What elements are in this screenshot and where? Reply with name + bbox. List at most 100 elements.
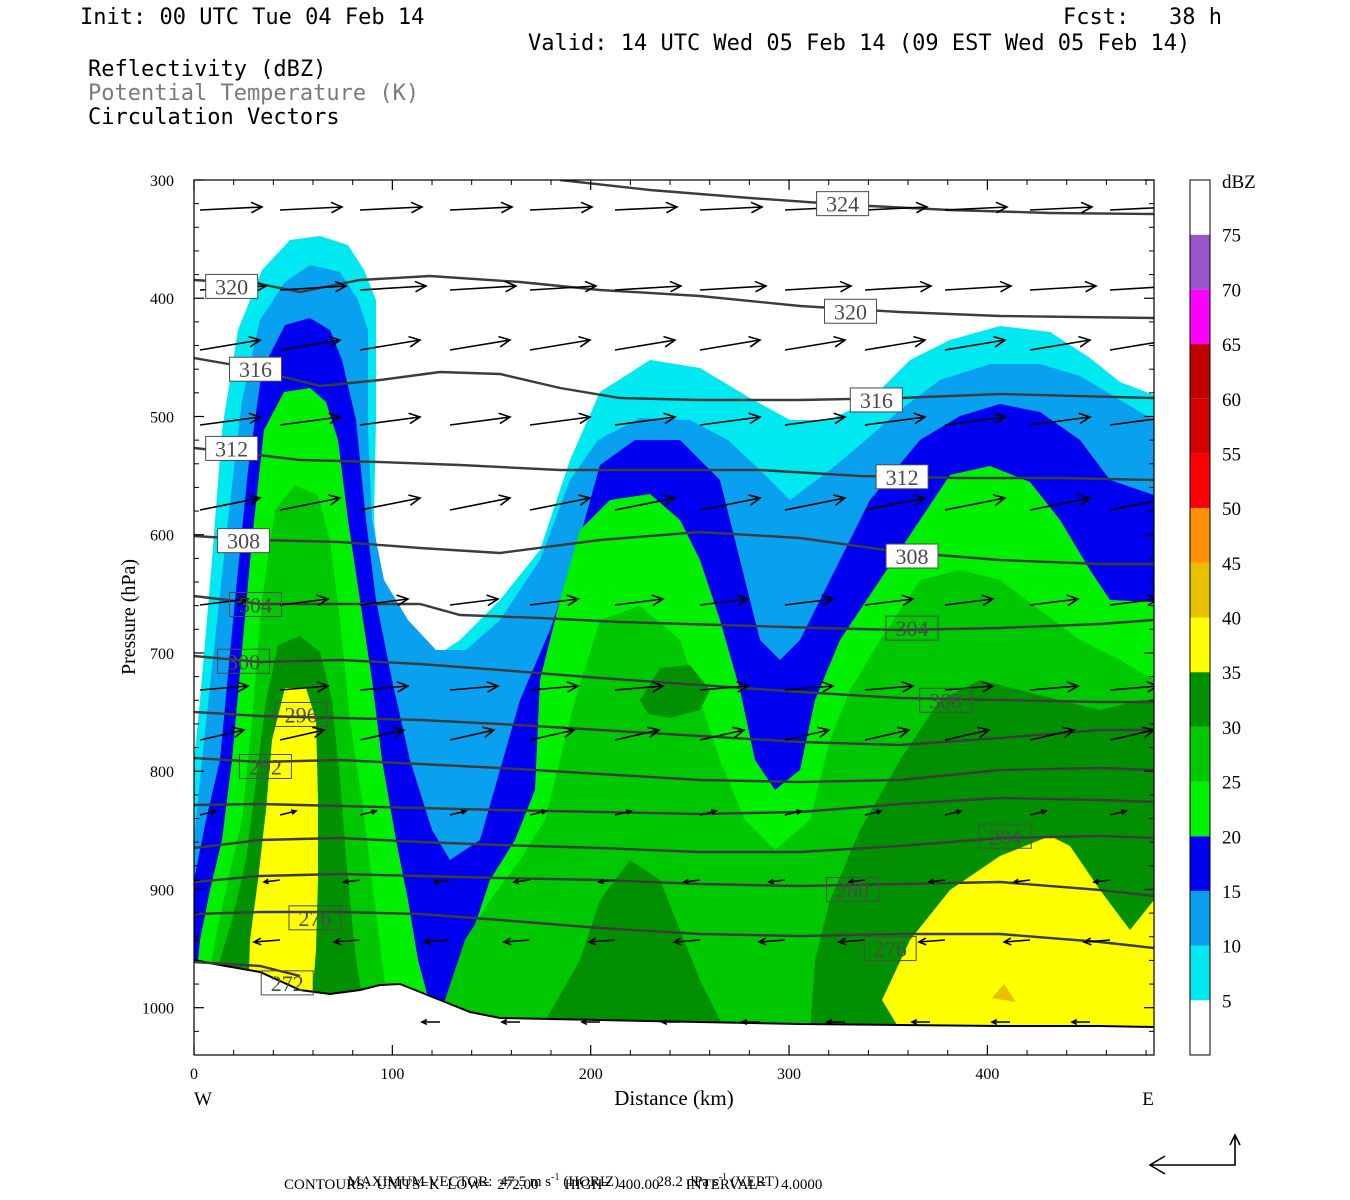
x-tick-label: 100	[380, 1066, 404, 1083]
wind-vector	[1002, 937, 1031, 946]
theta-label-box	[885, 543, 939, 569]
theta-label: 276	[288, 905, 342, 931]
wind-vector	[199, 594, 250, 607]
colorbar-label: 5	[1222, 991, 1232, 1012]
y-tick-label: 800	[150, 764, 174, 781]
y-axis-label: Pressure (hPa)	[118, 559, 140, 675]
wind-vector	[784, 594, 835, 607]
wind-vector	[1029, 809, 1048, 816]
wind-vector	[672, 937, 701, 946]
y-tick-label: 300	[150, 173, 174, 190]
wind-vector	[944, 412, 1007, 426]
wind-vector	[199, 335, 262, 351]
wind-vector	[420, 1018, 440, 1026]
x-tick-label: 300	[777, 1066, 801, 1083]
theta-label: 312	[205, 435, 259, 461]
theta-label-box	[205, 273, 259, 299]
wind-vector	[449, 594, 500, 607]
contours-info-line: CONTOURS: UNITS=K LOW= 272.00 HIGH= 400.…	[284, 1177, 823, 1193]
theta-label-text: 300	[929, 688, 962, 713]
wind-vector	[1029, 201, 1094, 214]
wind-vector	[1109, 680, 1154, 693]
wind-vector	[944, 494, 1007, 511]
theta-contour-288	[194, 796, 1154, 816]
theta-label-text: 320	[215, 274, 248, 299]
max-vector-vert-value: 28.2 dPa s	[656, 1174, 719, 1190]
colorbar-label: 15	[1222, 882, 1241, 903]
wind-vector	[529, 494, 592, 511]
wind-vector	[529, 594, 580, 607]
y-tick-label: 700	[150, 646, 174, 663]
field-label-reflectivity: Reflectivity (dBZ)	[88, 57, 327, 82]
wind-vector	[614, 280, 683, 293]
wind-vector	[194, 939, 201, 942]
theta-label-text: 308	[227, 529, 260, 554]
wind-vector	[614, 412, 677, 426]
theta-label-text: 292	[249, 754, 282, 779]
theta-label: 272	[260, 970, 314, 996]
colorbar-swatch	[1190, 781, 1210, 837]
wind-vector	[279, 809, 298, 816]
colorbar-swatch	[1190, 398, 1210, 454]
wind-vector	[502, 937, 531, 946]
x-tick-label: 0	[190, 1066, 198, 1083]
colorbar-swatch	[1190, 836, 1210, 891]
colorbar-swatch	[1190, 726, 1210, 782]
wind-vector	[864, 594, 915, 607]
wind-vector	[279, 280, 348, 293]
colorbar-swatch	[1190, 180, 1210, 235]
colorbar-label: 35	[1222, 663, 1241, 684]
wind-vector	[359, 680, 410, 693]
wind-vector	[512, 878, 531, 885]
theta-label: 276	[863, 936, 917, 962]
wind-vector	[614, 680, 665, 693]
colorbar-label: 45	[1222, 554, 1241, 575]
wind-vector	[699, 726, 746, 741]
wind-vector	[1109, 726, 1154, 741]
theta-label-box	[885, 615, 939, 641]
wind-vector	[1029, 680, 1080, 693]
wind-vector	[1109, 418, 1154, 426]
wind-vector	[422, 937, 451, 946]
colorbar-label: 50	[1222, 499, 1241, 520]
wind-vector	[1029, 726, 1076, 741]
plot-frame	[193, 179, 1155, 1056]
theta-label-box	[228, 591, 282, 617]
wind-vector	[529, 680, 580, 693]
reflectivity-30-region-east	[540, 860, 740, 1055]
wind-vector	[767, 878, 786, 885]
wind-vector	[927, 878, 946, 885]
theta-label-box	[228, 356, 282, 382]
wind-vector	[359, 494, 422, 511]
wind-vector	[529, 726, 576, 741]
theta-label-text: 304	[239, 592, 272, 617]
colorbar-swatch	[1190, 672, 1210, 727]
theta-label-box	[260, 970, 314, 996]
wind-vector	[279, 201, 344, 214]
wind-vector	[199, 494, 262, 511]
max-vector-vert-sup: -1	[718, 1172, 728, 1183]
theta-label-box	[978, 823, 1032, 849]
theta-label-text: 304	[896, 616, 929, 641]
wind-vector	[500, 1018, 520, 1026]
wind-vector	[864, 809, 883, 816]
theta-label: 296	[274, 701, 328, 727]
theta-label-box	[863, 936, 917, 962]
theta-label: 312	[875, 464, 929, 490]
wind-vector	[262, 878, 281, 885]
wind-vector	[359, 335, 422, 351]
wind-vector	[784, 809, 803, 816]
circulation-vectors	[194, 201, 1154, 1026]
theta-label-box	[875, 464, 929, 490]
colorbar-label: 40	[1222, 609, 1241, 630]
wind-vector	[359, 594, 410, 607]
theta-label-text: 312	[886, 465, 919, 490]
theta-label: 280	[826, 876, 880, 902]
wind-vector	[614, 335, 677, 351]
wind-vector	[342, 878, 361, 885]
wind-vector	[864, 494, 927, 511]
wind-vector	[449, 809, 468, 816]
wind-vector	[1029, 412, 1092, 426]
wind-vector	[614, 726, 661, 741]
wind-vector	[1029, 335, 1092, 351]
